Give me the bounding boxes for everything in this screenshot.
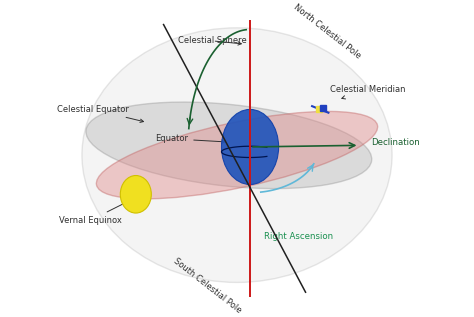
Text: South Celestial Pole: South Celestial Pole — [172, 256, 243, 315]
Ellipse shape — [82, 28, 392, 282]
Text: Celestial Meridian: Celestial Meridian — [330, 85, 405, 99]
Text: Equator: Equator — [155, 134, 225, 143]
Ellipse shape — [86, 102, 372, 189]
Text: North Celestial Pole: North Celestial Pole — [292, 2, 362, 60]
Text: Vernal Equinox: Vernal Equinox — [59, 196, 139, 225]
Text: Declination: Declination — [371, 138, 419, 146]
Ellipse shape — [221, 109, 279, 184]
Ellipse shape — [120, 176, 151, 213]
Text: Right Ascension: Right Ascension — [264, 232, 334, 241]
Text: Celestial Equator: Celestial Equator — [57, 105, 144, 122]
Text: Celestial Sphere: Celestial Sphere — [178, 36, 247, 45]
Ellipse shape — [96, 111, 378, 199]
